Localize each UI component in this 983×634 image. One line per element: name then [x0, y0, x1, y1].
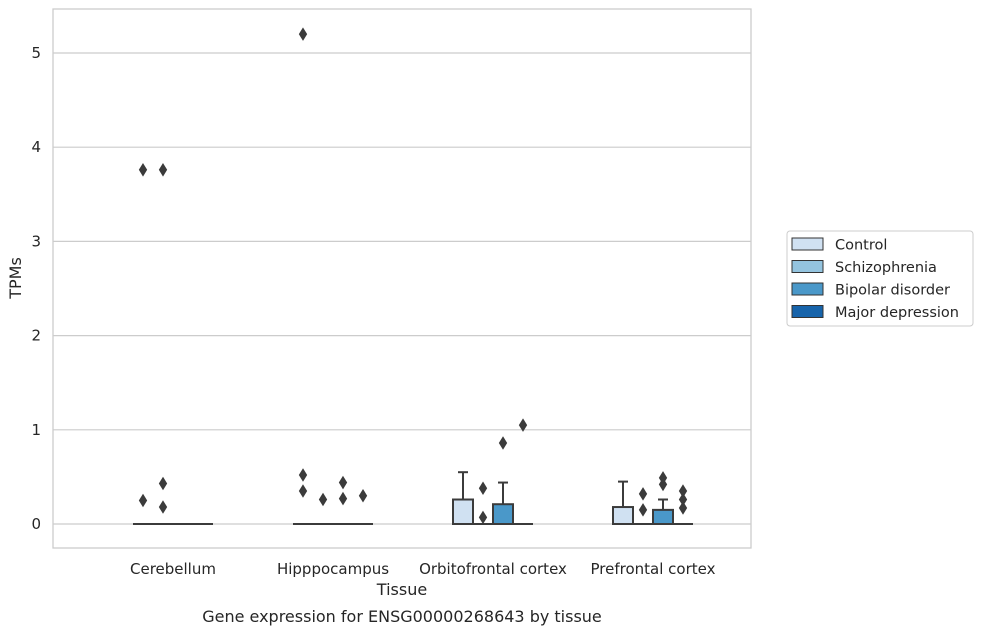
box-body [492, 503, 514, 525]
y-tick-labels: 0 1 2 3 4 5 [31, 44, 41, 533]
y-tick-label: 2 [31, 327, 41, 345]
plot-background [53, 9, 751, 548]
legend-label: Schizophrenia [835, 260, 937, 276]
outlier-point [498, 436, 508, 450]
outlier-point [678, 501, 688, 515]
x-tick-label: Cerebellum [130, 560, 216, 578]
x-axis-label: Tissue [376, 580, 427, 599]
outlier-point [298, 484, 308, 498]
outlier-point [678, 484, 688, 498]
legend-label: Bipolar disorder [835, 283, 950, 299]
outlier-point [638, 487, 648, 501]
outlier-point [478, 510, 488, 525]
outlier-point [518, 418, 528, 432]
outlier-point [318, 492, 328, 507]
outlier-point [158, 500, 168, 514]
box-control [612, 480, 634, 526]
chart-caption: Gene expression for ENSG00000268643 by t… [202, 607, 602, 626]
legend-swatch [791, 282, 824, 296]
legend-label: Major depression [835, 305, 959, 321]
y-tick-label: 1 [31, 421, 41, 439]
legend-swatch [791, 260, 824, 273]
boxes [133, 471, 693, 526]
outlier-point [338, 475, 348, 490]
legend-swatch [791, 237, 824, 251]
legend-swatch [791, 305, 824, 318]
x-tick-label: Orbitofrontal cortex [419, 560, 567, 578]
outlier-point [678, 492, 688, 507]
outlier-point [478, 481, 488, 495]
outliers [138, 27, 688, 525]
x-tick-label: Hipppocampus [277, 560, 389, 578]
x-tick-labels: Cerebellum Hipppocampus Orbitofrontal cort… [130, 560, 716, 578]
outlier-point [138, 493, 148, 508]
legend-label: Control [835, 238, 887, 254]
y-tick-label: 5 [31, 44, 41, 62]
legend-frame [786, 230, 974, 327]
legend: Control Schizophrenia Bipolar disorder Majo… [786, 230, 974, 327]
x-tick-label: Prefrontal cortex [591, 560, 716, 578]
outlier-point [658, 471, 668, 485]
box-bipolar-disorder [652, 498, 674, 525]
outlier-point [358, 488, 368, 503]
outlier-point [158, 163, 168, 177]
outlier-point [298, 27, 308, 41]
box-bipolar-disorder [492, 481, 514, 525]
y-tick-label: 4 [31, 138, 41, 156]
outlier-point [138, 163, 148, 177]
y-tick-label: 3 [31, 232, 41, 250]
box-control [452, 471, 474, 525]
outlier-point [638, 503, 648, 517]
outlier-point [158, 476, 168, 491]
box-body [612, 506, 634, 526]
plot-frame [52, 8, 752, 549]
y-tick-label: 0 [31, 515, 41, 533]
box-body [652, 508, 674, 525]
y-axis-label: TPMs [6, 257, 25, 300]
box-body [452, 498, 474, 525]
outlier-point [298, 468, 308, 482]
outlier-point [338, 491, 348, 506]
